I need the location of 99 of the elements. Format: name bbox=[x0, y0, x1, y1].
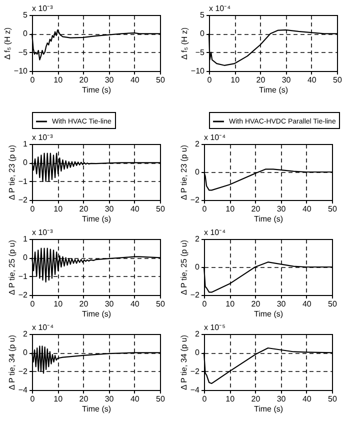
y-tick-label: −4 bbox=[18, 386, 28, 394]
x-tick-label: 0 bbox=[207, 76, 212, 84]
x-tick-label: 50 bbox=[328, 300, 338, 308]
x-tick-label: 40 bbox=[130, 76, 140, 84]
x-tick-label: 30 bbox=[282, 76, 292, 84]
y-axis-title: Δ P tie, 34 (p u) bbox=[179, 334, 188, 390]
x-tick-label: 40 bbox=[302, 204, 312, 214]
y-tick-label: 0 bbox=[23, 253, 28, 262]
x-tick-label: 40 bbox=[302, 300, 312, 308]
x-tick-label: 30 bbox=[276, 394, 286, 404]
y-tick-label: −10 bbox=[14, 66, 28, 76]
x-tick-label: 50 bbox=[156, 394, 166, 404]
x-tick-label: 50 bbox=[156, 204, 166, 214]
text: x 10⁻⁴ bbox=[209, 4, 232, 13]
x-tick-label: 50 bbox=[328, 394, 338, 404]
y-tick-label: −2 bbox=[190, 366, 200, 376]
y-axis-title: Δ P tie, 34 (p u) bbox=[7, 334, 16, 390]
x-axis-title: Time (s) bbox=[258, 86, 288, 94]
x-tick-label: 20 bbox=[251, 204, 261, 214]
y-axis-title: Δ P tie, 25 (p u) bbox=[7, 240, 16, 296]
x-tick-label: 50 bbox=[156, 300, 166, 308]
x-tick-label: 30 bbox=[104, 76, 114, 84]
x-tick-label: 40 bbox=[307, 76, 317, 84]
x-tick-label: 20 bbox=[79, 300, 89, 308]
x-tick-label: 20 bbox=[251, 300, 261, 308]
x-axis-title: Time (s) bbox=[82, 86, 112, 94]
y-tick-label: 2 bbox=[195, 140, 200, 148]
x-tick-label: 30 bbox=[104, 204, 114, 214]
x-tick-label: 30 bbox=[104, 394, 114, 404]
y-axis-title: Δ f₅ (H z) bbox=[2, 27, 12, 60]
y-tick-label: 1 bbox=[23, 234, 28, 244]
x-tick-label: 10 bbox=[226, 394, 236, 404]
x-tick-label: 50 bbox=[156, 76, 166, 84]
y-tick-label: −5 bbox=[18, 48, 28, 57]
x-tick-label: 10 bbox=[226, 204, 236, 214]
x-tick-label: 10 bbox=[54, 204, 64, 214]
text: x 10⁻⁴ bbox=[204, 228, 226, 237]
text: x 10⁻⁴ bbox=[32, 323, 54, 332]
y-tick-label: 0 bbox=[195, 262, 200, 272]
y-tick-label: 2 bbox=[23, 330, 28, 338]
x-axis-title: Time (s) bbox=[254, 310, 284, 318]
y-tick-label: 0 bbox=[23, 29, 28, 38]
x-tick-label: 50 bbox=[333, 76, 342, 84]
x-tick-label: 10 bbox=[54, 300, 64, 308]
text: x 10⁻⁵ bbox=[204, 323, 226, 332]
y-tick-label: −2 bbox=[18, 290, 28, 300]
y-tick-label: −1 bbox=[18, 272, 28, 281]
x-tick-label: 40 bbox=[130, 300, 140, 308]
y-axis-title: Δ P tie, 23 (p u) bbox=[7, 144, 16, 200]
x-tick-label: 30 bbox=[276, 300, 286, 308]
y-tick-label: 0 bbox=[195, 348, 200, 358]
y-tick-label: 0 bbox=[195, 168, 200, 176]
y-tick-label: 2 bbox=[195, 234, 200, 244]
x-axis-title: Time (s) bbox=[254, 404, 284, 414]
x-tick-label: 20 bbox=[79, 394, 89, 404]
y-tick-label: −10 bbox=[190, 66, 206, 76]
x-tick-label: 10 bbox=[226, 300, 236, 308]
y-axis-title: Δ P tie, 23 (p u) bbox=[179, 144, 188, 200]
text: x 10⁻³ bbox=[32, 133, 54, 142]
x-tick-label: 40 bbox=[302, 394, 312, 404]
text: x 10⁻⁴ bbox=[204, 133, 226, 142]
x-tick-label: 0 bbox=[30, 76, 36, 84]
x-tick-label: 30 bbox=[276, 204, 286, 214]
x-axis-title: Time (s) bbox=[82, 310, 112, 318]
x-tick-label: 20 bbox=[251, 394, 261, 404]
y-tick-label: −1 bbox=[18, 176, 28, 186]
y-tick-label: −2 bbox=[18, 196, 28, 204]
y-tick-label: −5 bbox=[195, 48, 206, 57]
y-axis-title: Δ P tie, 25 (p u) bbox=[179, 240, 188, 296]
y-tick-label: −2 bbox=[18, 366, 28, 376]
y-tick-label: −2 bbox=[190, 290, 200, 300]
x-axis-title: Time (s) bbox=[254, 214, 284, 224]
x-tick-label: 10 bbox=[230, 76, 240, 84]
x-tick-label: 0 bbox=[30, 300, 36, 308]
text: x 10⁻³ bbox=[32, 4, 54, 13]
x-tick-label: 0 bbox=[30, 394, 36, 404]
x-tick-label: 40 bbox=[130, 394, 140, 404]
y-tick-label: 0 bbox=[200, 29, 206, 38]
x-tick-label: 40 bbox=[130, 204, 140, 214]
text: x 10⁻³ bbox=[32, 228, 54, 237]
y-tick-label: 5 bbox=[23, 10, 28, 20]
x-tick-label: 10 bbox=[54, 76, 64, 84]
x-axis-title: Time (s) bbox=[82, 404, 112, 414]
x-tick-label: 20 bbox=[79, 204, 89, 214]
x-tick-label: 0 bbox=[30, 204, 36, 214]
x-tick-label: 50 bbox=[328, 204, 338, 214]
x-tick-label: 30 bbox=[104, 300, 114, 308]
y-tick-label: 2 bbox=[195, 330, 200, 338]
y-axis-title: Δ f₅ (H z) bbox=[180, 27, 189, 60]
y-tick-label: 5 bbox=[200, 10, 206, 20]
y-tick-label: 0 bbox=[23, 158, 28, 168]
x-tick-label: 20 bbox=[256, 76, 266, 84]
x-axis-title: Time (s) bbox=[82, 214, 112, 224]
x-tick-label: 10 bbox=[54, 394, 64, 404]
y-tick-label: −2 bbox=[190, 196, 200, 204]
y-tick-label: 0 bbox=[23, 348, 28, 358]
y-tick-label: 1 bbox=[23, 140, 28, 148]
y-tick-label: −4 bbox=[190, 386, 200, 394]
x-tick-label: 20 bbox=[79, 76, 89, 84]
